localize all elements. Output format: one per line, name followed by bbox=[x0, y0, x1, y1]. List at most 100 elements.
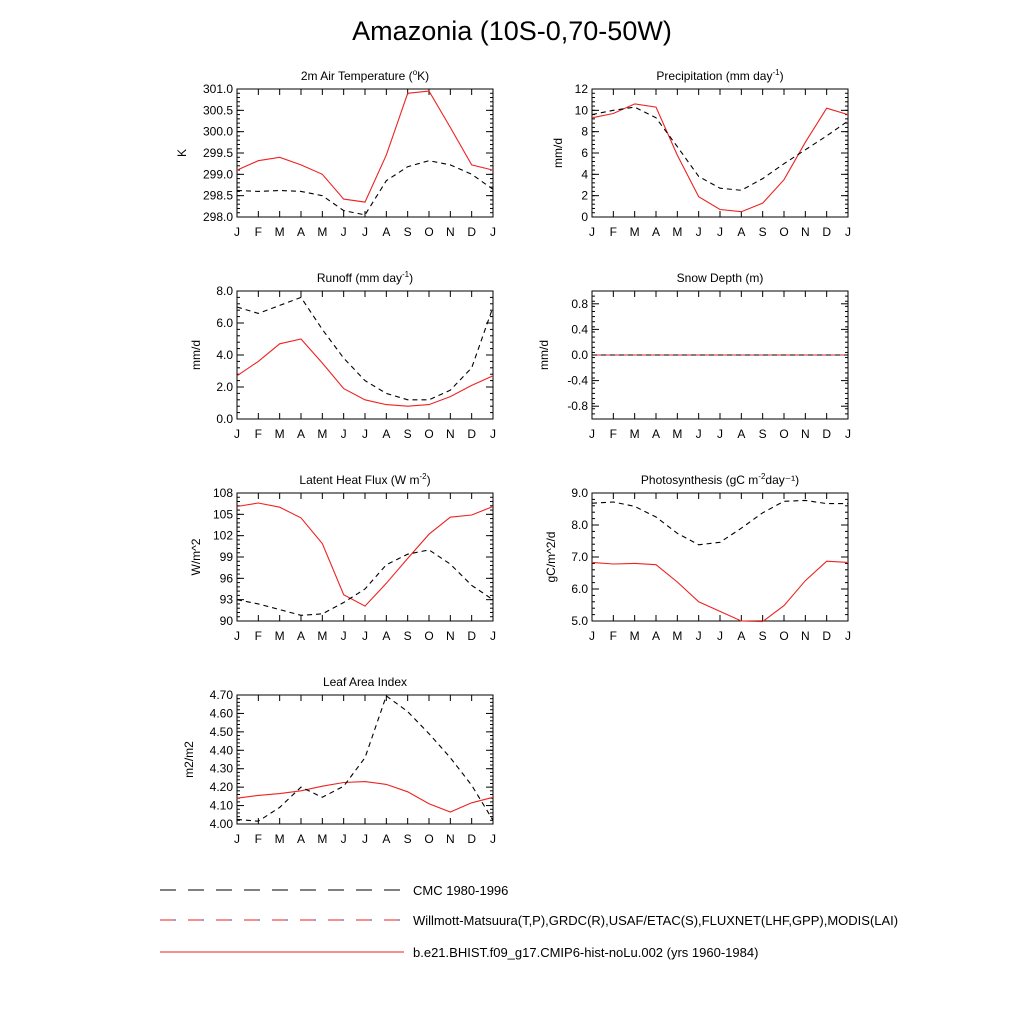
x-tick-label: A bbox=[297, 427, 305, 441]
x-tick-label: N bbox=[446, 427, 455, 441]
y-tick-label: 4.00 bbox=[210, 817, 234, 831]
x-tick-label: M bbox=[630, 629, 640, 643]
x-tick-label: S bbox=[404, 629, 412, 643]
x-tick-label: A bbox=[652, 629, 660, 643]
x-tick-label: J bbox=[589, 629, 595, 643]
x-tick-label: A bbox=[382, 832, 390, 846]
y-tick-label: 4.20 bbox=[210, 780, 234, 794]
model-series-line bbox=[236, 502, 494, 607]
legend: CMC 1980-1996 Willmott-Matsuura(T,P),GRDC… bbox=[160, 883, 898, 960]
x-tick-label: J bbox=[490, 629, 496, 643]
chart-panel-1: 2m Air Temperature (oK)J F M A M J J A S O N D J298.… bbox=[175, 68, 496, 239]
y-axis-label: W/m^2 bbox=[189, 538, 203, 575]
x-tick-label: J bbox=[589, 225, 595, 239]
x-tick-label: N bbox=[801, 225, 810, 239]
title-text: ) bbox=[780, 69, 784, 83]
title-text: day⁻¹) bbox=[765, 473, 799, 487]
y-tick-label: 2.0 bbox=[216, 380, 233, 394]
chart-panel-6: Photosynthesis (gC m-2day⁻¹)J F M A M J J A S O N D… bbox=[544, 472, 851, 643]
plot-frame bbox=[236, 492, 494, 622]
x-tick-label: J bbox=[717, 629, 723, 643]
y-tick-label: 301.0 bbox=[203, 82, 233, 96]
y-tick-label: 298.5 bbox=[203, 189, 233, 203]
y-tick-label: 4 bbox=[581, 167, 588, 181]
plot-frame bbox=[236, 88, 494, 218]
title-text: 2m Air Temperature ( bbox=[301, 69, 413, 83]
x-tick-label: F bbox=[610, 629, 617, 643]
x-tick-label: J bbox=[696, 225, 702, 239]
obs-series-line bbox=[236, 296, 494, 401]
x-tick-label: J bbox=[234, 427, 240, 441]
y-axis-label: m2/m2 bbox=[182, 741, 196, 778]
title-text: ) bbox=[427, 473, 431, 487]
obs-series-line bbox=[236, 695, 494, 822]
x-tick-label: J bbox=[341, 629, 347, 643]
x-tick-label: J bbox=[362, 225, 368, 239]
x-tick-label: N bbox=[801, 629, 810, 643]
x-tick-label: O bbox=[424, 832, 433, 846]
x-tick-label: F bbox=[255, 225, 262, 239]
x-tick-label: A bbox=[737, 427, 745, 441]
x-tick-label: J bbox=[341, 427, 347, 441]
x-tick-label: N bbox=[446, 832, 455, 846]
x-tick-label: O bbox=[779, 427, 788, 441]
x-tick-label: D bbox=[467, 427, 476, 441]
x-tick-label: J bbox=[234, 629, 240, 643]
x-tick-label: O bbox=[424, 427, 433, 441]
x-tick-label: D bbox=[467, 629, 476, 643]
title-text: Latent Heat Flux (W m bbox=[299, 473, 419, 487]
x-tick-label: S bbox=[404, 427, 412, 441]
y-tick-label: 4.10 bbox=[210, 799, 234, 813]
x-tick-label: S bbox=[759, 225, 767, 239]
title-text: Photosynthesis (gC m bbox=[641, 473, 758, 487]
y-axis-label: K bbox=[175, 149, 189, 157]
y-tick-label: 6.0 bbox=[571, 582, 588, 596]
x-tick-label: S bbox=[759, 427, 767, 441]
plot-frame bbox=[591, 492, 849, 622]
model-series-line bbox=[236, 90, 494, 203]
x-tick-label: J bbox=[362, 832, 368, 846]
x-tick-label: S bbox=[404, 832, 412, 846]
x-tick-label: M bbox=[317, 427, 327, 441]
x-tick-label: M bbox=[672, 427, 682, 441]
title-superscript: -2 bbox=[419, 472, 427, 481]
y-tick-label: 4.50 bbox=[210, 725, 234, 739]
y-tick-label: 12 bbox=[575, 82, 589, 96]
y-tick-label: 8 bbox=[581, 125, 588, 139]
y-tick-label: 2 bbox=[581, 189, 588, 203]
y-tick-label: 9.0 bbox=[571, 486, 588, 500]
panel-title: Runoff (mm day-1) bbox=[317, 270, 413, 285]
y-tick-label: 99 bbox=[220, 550, 234, 564]
x-tick-label: J bbox=[341, 225, 347, 239]
x-tick-label: A bbox=[297, 629, 305, 643]
model-series-line bbox=[236, 338, 494, 407]
x-tick-label: M bbox=[317, 629, 327, 643]
x-tick-label: A bbox=[382, 225, 390, 239]
y-tick-label: 0.0 bbox=[571, 348, 588, 362]
x-tick-label: A bbox=[737, 225, 745, 239]
y-tick-label: -0.4 bbox=[567, 374, 588, 388]
y-tick-label: 0.8 bbox=[571, 297, 588, 311]
obs-series-line bbox=[591, 499, 848, 546]
panel-title: Latent Heat Flux (W m-2) bbox=[299, 472, 430, 487]
x-tick-label: J bbox=[490, 427, 496, 441]
y-tick-label: 299.0 bbox=[203, 167, 233, 181]
x-tick-label: A bbox=[382, 427, 390, 441]
x-tick-label: N bbox=[446, 629, 455, 643]
plot-frame bbox=[236, 694, 494, 825]
y-tick-label: 4.30 bbox=[210, 762, 234, 776]
y-axis-label: mm/d bbox=[551, 138, 565, 168]
x-tick-label: J bbox=[717, 225, 723, 239]
y-tick-label: 299.5 bbox=[203, 146, 233, 160]
panel-title: Photosynthesis (gC m-2day⁻¹) bbox=[641, 472, 799, 487]
x-tick-label: F bbox=[255, 832, 262, 846]
title-text: K) bbox=[417, 69, 429, 83]
y-tick-label: 7.0 bbox=[571, 550, 588, 564]
figure-title: Amazonia (10S-0,70-50W) bbox=[352, 16, 672, 46]
x-tick-label: A bbox=[382, 629, 390, 643]
x-tick-label: D bbox=[822, 225, 831, 239]
y-tick-label: 298.0 bbox=[203, 210, 233, 224]
x-tick-label: M bbox=[275, 427, 285, 441]
y-tick-label: 0 bbox=[581, 210, 588, 224]
x-tick-label: J bbox=[845, 225, 851, 239]
